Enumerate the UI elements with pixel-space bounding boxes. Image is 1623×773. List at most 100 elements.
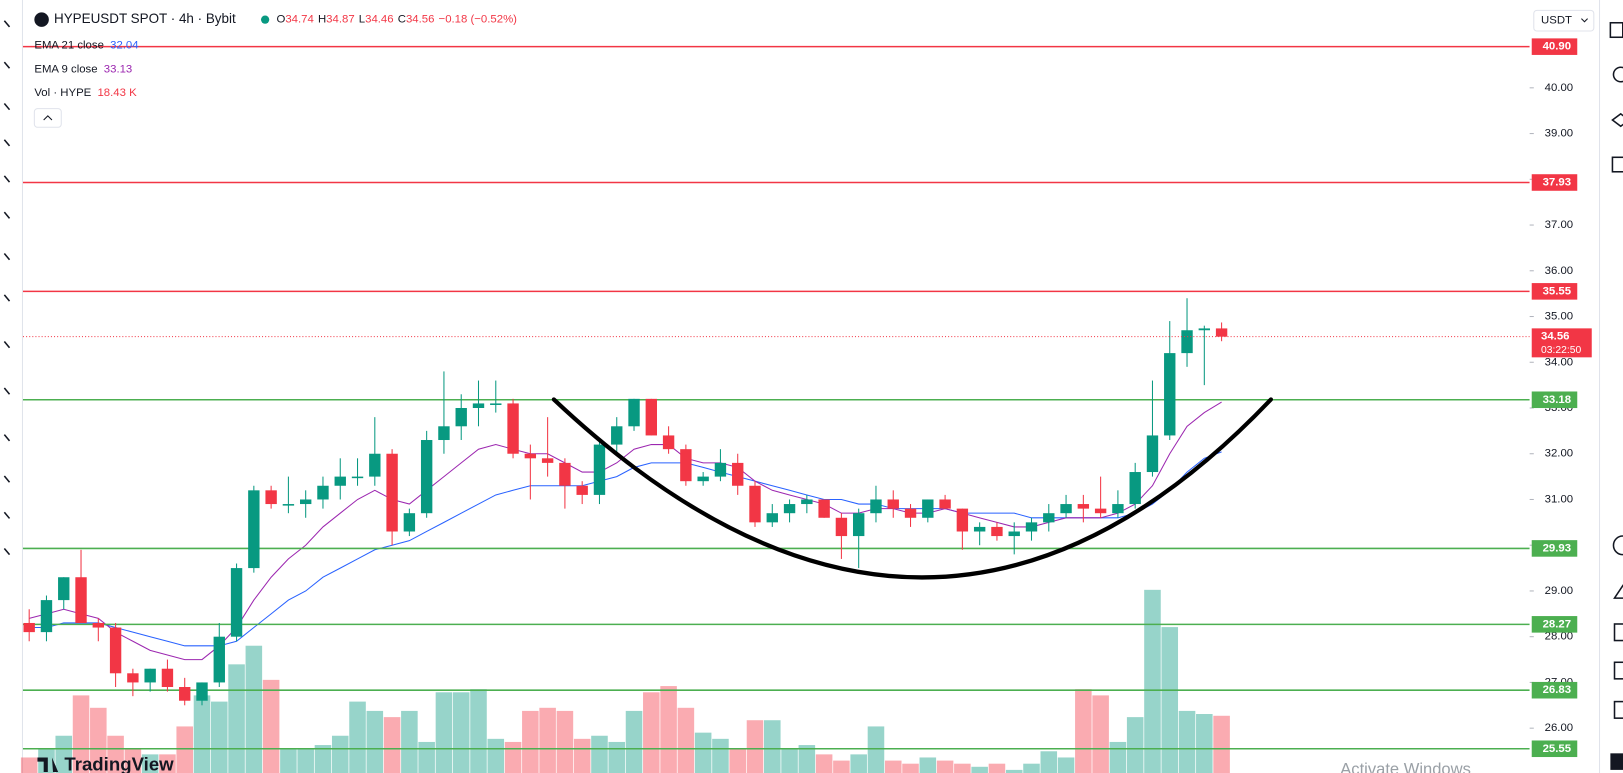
volume-bar [107,735,124,773]
tool-icon[interactable] [1613,700,1623,719]
volume-bar [20,757,38,773]
candle-body [92,622,105,628]
candle-body [265,490,277,505]
volume-bar [1178,710,1196,773]
volume-bar [452,692,470,773]
toolbar-icon [3,475,11,483]
candle-body [109,627,122,674]
y-tick-label: 37.00 [1545,219,1573,231]
candle-body [956,508,969,532]
candle-body [196,682,208,701]
y-tick-label: 40.00 [1545,82,1573,94]
level-label-box [1531,740,1578,758]
volume-bar [764,720,781,773]
volume-bar [314,745,332,773]
volume-bar [141,754,159,773]
candle-body [144,668,156,683]
volume-bar [556,710,574,773]
symbol: HYPEUSDT SPOT · 4h · Bybit [54,11,236,26]
volume-bar [487,738,505,773]
indicator: EMA 21 close 32.04 [34,40,138,52]
level-label: 40.90 [1543,41,1571,53]
volume-bar [366,710,384,773]
candle-body [559,462,571,486]
volume-bar [643,692,660,773]
volume-bar [90,707,107,773]
candle-body [161,668,174,688]
level-label-box [1531,38,1578,55]
volume-bar [798,745,816,773]
volume-bar [988,763,1006,773]
candle-body [282,504,295,506]
ema21-line [29,451,1222,647]
level-label: 26.83 [1543,684,1571,696]
volume-bar [850,754,867,773]
candle-body [541,458,554,463]
candle-body [887,499,899,509]
indicator: EMA 9 close 33.13 [34,63,132,75]
candle-body [801,499,813,505]
plot-area [20,45,1530,773]
os-notice: Activate Windows [1340,759,1471,773]
candle-body [524,453,537,459]
tool-icon[interactable] [1613,661,1623,680]
candle-body [1008,531,1020,537]
level-label: 35.55 [1543,285,1572,297]
collapse-box[interactable] [33,108,62,128]
candle-body [576,485,588,495]
level-label-box [1531,391,1578,409]
level-label-box [1531,540,1578,557]
volume-bar [435,692,453,773]
toolbar-icon [3,387,11,395]
candle-body [645,398,658,436]
candle-body [922,499,934,518]
tool-icon[interactable] [1611,156,1623,173]
rounding-bottom-drawing [551,397,1274,580]
tool-icon[interactable] [1612,66,1623,83]
collapse-icon [43,115,53,121]
volume-bar [1126,717,1144,773]
currency-box[interactable] [1533,9,1595,32]
o-key: O [277,14,286,26]
volume-bar [401,710,418,773]
collapse-button[interactable] [33,108,62,128]
c-value: 34.56 [406,14,434,26]
h-key: H [318,14,326,26]
volume-bar [1023,763,1040,773]
candle-body [213,636,225,683]
currency[interactable]: USDT [1541,15,1572,27]
tool-icon[interactable] [1613,623,1623,642]
tool-icon[interactable] [1610,753,1623,770]
toolbar-icon [3,547,11,556]
currency-selector[interactable]: USDT [1533,9,1595,32]
level-label: 28.27 [1543,618,1571,630]
level-label-box [1531,283,1578,300]
volume-bar [1075,689,1092,773]
candle-body [697,476,709,482]
tool-icon[interactable] [1611,112,1623,128]
indicator-name: EMA 21 close [34,40,104,52]
candle-body [334,476,346,486]
indicator-value: 32.04 [110,40,138,52]
volume-bar [470,689,487,773]
volume-bar [1005,769,1023,773]
volume-bar [228,664,245,773]
volume-bar [280,748,297,773]
volume-bar [176,726,193,773]
volume-bar [867,726,885,773]
candle-body [766,513,778,523]
indicator-value: 33.13 [104,63,132,75]
market-status [260,15,270,24]
volume-bar [211,701,228,773]
volume-bar [919,757,937,773]
level-label-box [1531,174,1578,191]
y-tick-label: 39.00 [1545,128,1573,140]
toolbar-icon [3,340,11,349]
candle-body [628,398,640,427]
symbol-logo [34,12,49,27]
candle-body [904,508,917,518]
volume-bar [159,754,176,773]
candle-body [1043,513,1055,523]
toolbar-icon [3,211,11,219]
